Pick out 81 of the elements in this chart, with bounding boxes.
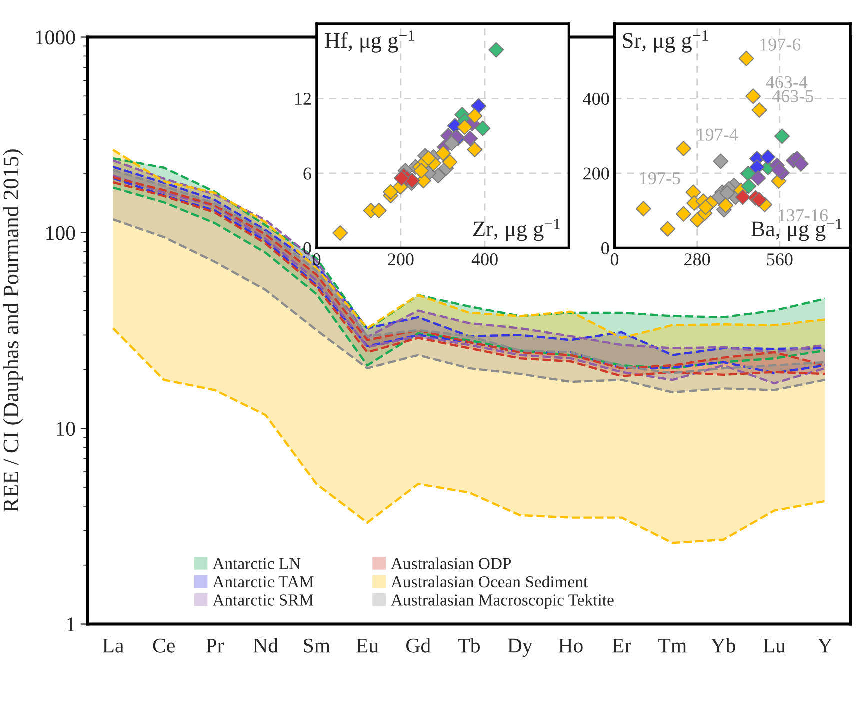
x-tick-label: 200: [388, 254, 414, 266]
x-tick-label: 0: [313, 254, 321, 266]
point: [436, 146, 452, 162]
x-tick-label: 280: [684, 254, 710, 266]
legend-label: Antarctic LN: [212, 558, 301, 570]
annotation: 197-6: [760, 38, 801, 51]
point: [746, 88, 762, 104]
x-tick-label: Sm: [304, 638, 330, 653]
point: [383, 184, 399, 200]
point: [774, 128, 790, 144]
x-tick-label: 400: [472, 254, 498, 266]
x-tick-label: Er: [612, 638, 632, 653]
x-tick-label: 0: [610, 254, 619, 266]
x-tick-label: Tm: [658, 638, 687, 653]
x-tick-label: Ho: [558, 638, 583, 653]
point: [752, 102, 768, 118]
y-tick-label: 12: [296, 92, 311, 105]
point: [444, 136, 460, 152]
point: [467, 142, 483, 158]
point: [750, 170, 766, 186]
point: [738, 50, 754, 66]
point: [488, 42, 504, 58]
point: [414, 163, 430, 179]
annotation: 197-4: [698, 128, 738, 141]
point: [718, 198, 734, 214]
x-tick-label: Yb: [711, 638, 736, 653]
x-tick-label: Ce: [153, 638, 175, 653]
point: [676, 140, 692, 157]
point: [698, 200, 714, 216]
point: [760, 150, 776, 166]
point: [735, 190, 751, 206]
point: [741, 178, 757, 194]
point: [467, 108, 483, 124]
point: [676, 206, 692, 222]
y-axis-title: Hf, μg g$^{−1}$: [325, 30, 414, 53]
legend-label: Australasian Ocean Sediment: [391, 576, 588, 588]
y-tick-label: 400: [583, 92, 610, 106]
legend-label: Antarctic SRM: [212, 594, 314, 606]
y-axis-title: Sr, μg g$^{−1}$: [623, 30, 708, 53]
y-tick-label: 0: [602, 242, 610, 255]
point: [475, 120, 491, 136]
annotation: 463-4: [766, 76, 808, 89]
x-axis-title: Zr, μg g$^{−1}$: [474, 218, 560, 242]
x-tick-label: La: [102, 638, 124, 653]
annotation: 197-5: [640, 172, 680, 185]
annotation: 463-5: [772, 90, 814, 102]
point: [470, 98, 486, 114]
point: [462, 130, 478, 146]
x-tick-label: Tb: [458, 638, 480, 653]
point: [713, 154, 729, 170]
legend-label: Australasian Macroscopic Tektite: [391, 594, 614, 610]
y-axis-title: REE / CI (Dauphas and Pourmand 2015): [3, 150, 24, 512]
x-tick-label: Nd: [254, 638, 278, 653]
point: [771, 162, 787, 178]
point: [751, 192, 768, 208]
point: [660, 221, 676, 237]
y-tick-label: 10: [57, 422, 76, 436]
x-tick-label: Pr: [206, 638, 224, 653]
line-series: [112, 327, 826, 544]
x-tick-label: Dy: [508, 638, 533, 658]
y-tick-label: 6: [304, 168, 312, 180]
point: [793, 156, 809, 172]
y-tick-label: 1: [67, 618, 75, 632]
point: [394, 170, 410, 186]
point: [636, 201, 652, 217]
x-tick-label: 560: [767, 254, 793, 266]
point: [457, 120, 473, 136]
point: [720, 185, 736, 201]
point: [332, 225, 348, 241]
x-tick-label: Eu: [356, 638, 379, 653]
legend-label: Australasian ODP: [391, 558, 512, 570]
y-tick-label: 1000: [36, 30, 76, 45]
y-tick-label: 100: [46, 226, 76, 240]
point: [371, 203, 387, 219]
y-tick-label: 200: [584, 168, 610, 180]
x-tick-label: Y: [818, 638, 832, 653]
x-tick-label: Gd: [406, 638, 431, 653]
legend-label: Antarctic TAM: [212, 576, 314, 588]
x-tick-label: Lu: [763, 638, 786, 653]
point: [420, 150, 436, 166]
point: [442, 154, 458, 170]
